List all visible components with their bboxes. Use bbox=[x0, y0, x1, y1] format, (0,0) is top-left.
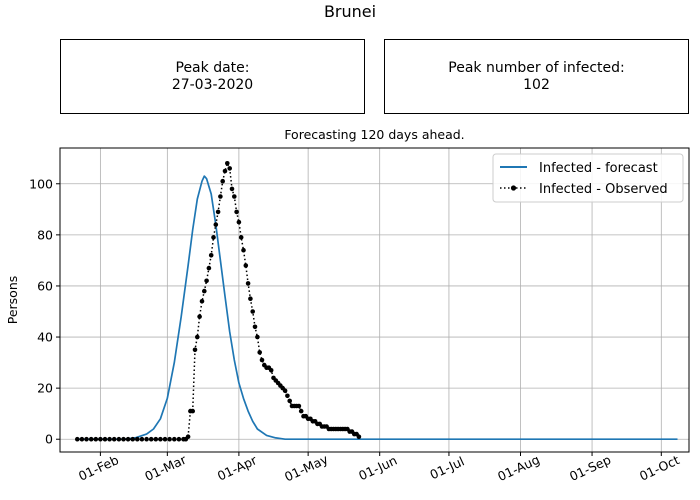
legend-observed-marker bbox=[510, 185, 517, 191]
observed-point bbox=[245, 281, 251, 286]
observed-point bbox=[98, 436, 103, 442]
legend-forecast-label: Infected - forecast bbox=[539, 161, 658, 176]
observed-point bbox=[208, 253, 214, 258]
legend-observed-label: Infected - Observed bbox=[539, 182, 668, 197]
observed-point bbox=[243, 263, 249, 268]
observed-point bbox=[172, 436, 177, 442]
observed-point bbox=[250, 309, 255, 314]
observed-point bbox=[287, 398, 293, 404]
observed-point bbox=[225, 161, 230, 166]
observed-point bbox=[298, 408, 304, 414]
observed-point bbox=[285, 393, 290, 399]
peak-infected-label: Peak number of infected: bbox=[448, 59, 625, 76]
observed-point bbox=[222, 168, 228, 174]
observed-line bbox=[77, 161, 360, 440]
observed-point bbox=[257, 350, 263, 355]
observed-point bbox=[282, 388, 288, 394]
observed-point bbox=[158, 436, 163, 442]
observed-point bbox=[116, 436, 122, 442]
x-tick-label: 01-Jun bbox=[356, 453, 399, 484]
observed-point bbox=[79, 436, 85, 442]
observed-point bbox=[107, 436, 112, 442]
observed-point bbox=[248, 296, 253, 302]
plot-frame bbox=[59, 147, 690, 453]
observed-point bbox=[227, 166, 232, 171]
observed-point bbox=[356, 434, 362, 440]
x-tick-label: 01-Feb bbox=[76, 452, 121, 484]
observed-point bbox=[202, 288, 207, 294]
observed-point bbox=[232, 194, 237, 199]
observed-point bbox=[215, 209, 221, 215]
observed-point bbox=[153, 436, 159, 442]
observed-point bbox=[135, 436, 140, 442]
x-tick-label: 01-Sep bbox=[567, 452, 613, 484]
observed-point bbox=[121, 436, 126, 442]
observed-point bbox=[220, 178, 225, 184]
y-tick-label: 40 bbox=[37, 330, 53, 345]
peak-infected-box: Peak number of infected: 102 bbox=[384, 39, 689, 114]
observed-point bbox=[199, 299, 205, 304]
observed-point bbox=[88, 436, 94, 442]
peak-infected-value: 102 bbox=[523, 76, 550, 93]
observed-point bbox=[84, 436, 89, 442]
y-tick-label: 20 bbox=[37, 381, 53, 396]
observed-point bbox=[125, 436, 131, 442]
observed-point bbox=[255, 334, 260, 340]
observed-point bbox=[130, 436, 135, 442]
y-tick-label: 100 bbox=[29, 176, 53, 191]
legend-box bbox=[492, 153, 684, 203]
observed-point bbox=[296, 403, 302, 409]
observed-point bbox=[206, 265, 212, 271]
observed-point bbox=[211, 235, 216, 240]
observed-point bbox=[259, 357, 265, 363]
y-axis-label: Persons bbox=[5, 276, 20, 325]
x-tick-label: 01-Mar bbox=[142, 451, 189, 484]
observed-point bbox=[148, 436, 154, 442]
peak-date-label: Peak date: bbox=[175, 59, 250, 76]
observed-point bbox=[167, 436, 172, 442]
x-tick-label: 01-May bbox=[282, 451, 331, 484]
observed-point bbox=[102, 436, 108, 442]
observed-point bbox=[75, 436, 80, 442]
observed-point bbox=[197, 314, 202, 319]
peak-date-value: 27-03-2020 bbox=[171, 76, 254, 93]
observed-point bbox=[218, 194, 223, 199]
y-tick-label: 60 bbox=[37, 278, 53, 293]
observed-point bbox=[204, 278, 209, 284]
chart-subtitle: Forecasting 120 days ahead. bbox=[284, 127, 465, 142]
observed-point bbox=[241, 247, 246, 253]
observed-point bbox=[195, 334, 200, 340]
peak-date-box: Peak date: 27-03-2020 bbox=[60, 39, 365, 114]
observed-point bbox=[93, 436, 99, 442]
observed-point bbox=[238, 235, 244, 240]
forecast-line bbox=[77, 175, 678, 441]
observed-point bbox=[213, 222, 219, 227]
observed-point bbox=[111, 436, 117, 442]
x-tick-label: 01-Jul bbox=[427, 453, 466, 482]
legend: Infected - forecast Infected - Observed bbox=[492, 153, 684, 203]
observed-point bbox=[252, 324, 258, 330]
x-tick-label: 01-Oct bbox=[637, 452, 682, 484]
y-tick-label: 80 bbox=[37, 227, 53, 242]
y-tick-label: 0 bbox=[45, 432, 53, 447]
observed-point bbox=[236, 219, 242, 225]
x-tick-label: 01-Aug bbox=[495, 452, 542, 484]
chart-title: Brunei bbox=[323, 2, 377, 21]
observed-point bbox=[162, 436, 168, 442]
observed-point bbox=[268, 368, 274, 373]
x-tick-label: 01-Apr bbox=[215, 452, 260, 484]
observed-point bbox=[190, 408, 195, 414]
observed-point bbox=[185, 434, 191, 440]
observed-point bbox=[139, 436, 145, 442]
observed-point bbox=[234, 209, 239, 215]
observed-point bbox=[176, 436, 182, 442]
series-layer bbox=[75, 161, 678, 442]
observed-point bbox=[192, 347, 198, 353]
observed-point bbox=[144, 436, 149, 442]
observed-point bbox=[229, 186, 235, 192]
